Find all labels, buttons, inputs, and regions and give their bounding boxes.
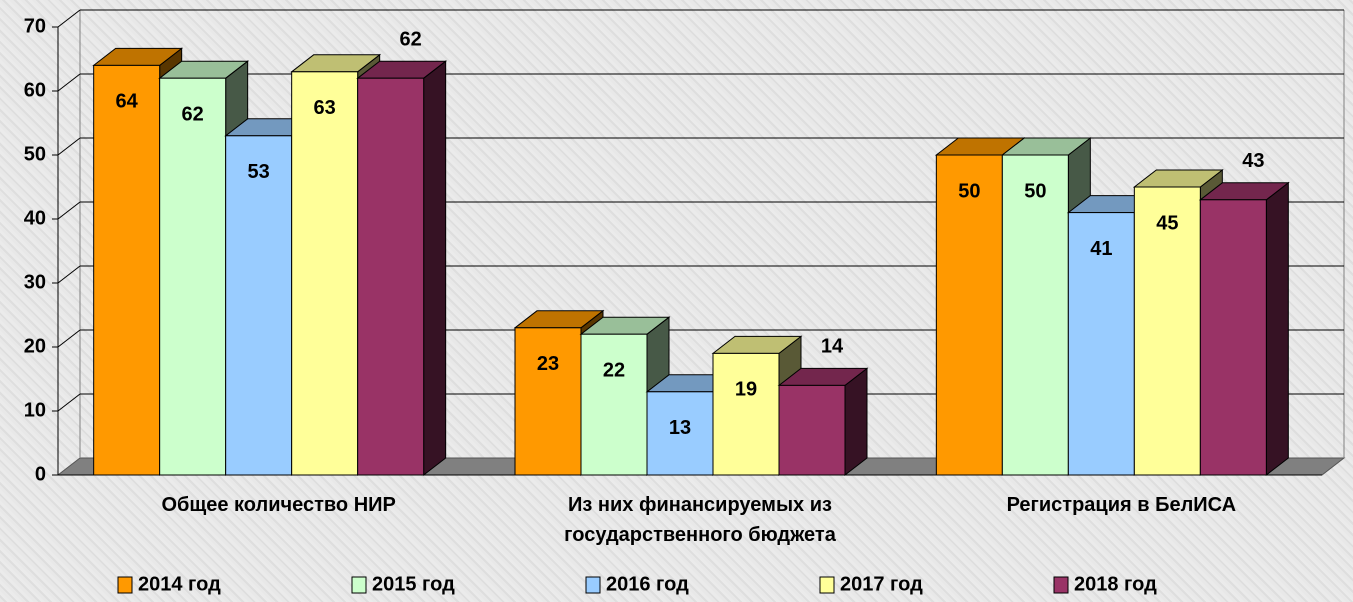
bar-side (423, 60, 447, 477)
grid-line (57, 329, 81, 348)
y-tick-label: 70 (24, 15, 46, 37)
grid-line (57, 265, 81, 284)
y-tick-label: 20 (24, 335, 46, 357)
bar (580, 333, 648, 476)
bar (291, 71, 359, 476)
data-label: 13 (669, 417, 691, 439)
x-tick-label: Из них финансируемых из государственного… (564, 494, 836, 546)
bar (1133, 186, 1201, 476)
data-label: 22 (603, 359, 625, 381)
bar-side (844, 367, 868, 477)
legend-label: 2018 год (1074, 573, 1157, 595)
bar (712, 352, 780, 476)
data-label: 64 (116, 91, 139, 113)
bar (93, 64, 161, 476)
legend-marker (351, 576, 367, 594)
bar (159, 77, 227, 476)
legend-label: 2017 год (840, 573, 923, 595)
data-label: 63 (314, 97, 336, 119)
legend-marker (1053, 576, 1069, 594)
grid-line (57, 201, 81, 220)
data-label: 50 (958, 180, 980, 202)
data-label: 23 (537, 353, 559, 375)
grid-line (57, 393, 81, 412)
bar (778, 384, 846, 476)
bar (1001, 154, 1069, 476)
data-label: 41 (1090, 238, 1112, 260)
grid-line (57, 73, 81, 92)
y-tick-label: 10 (24, 399, 46, 421)
bar-side (1265, 181, 1289, 477)
grid-line (57, 9, 81, 28)
bar (646, 391, 714, 476)
data-label: 62 (400, 28, 422, 50)
data-label: 53 (248, 161, 270, 183)
x-tick-label: Общее количество НИР (161, 494, 396, 516)
data-label: 50 (1024, 180, 1046, 202)
legend-label: 2015 год (372, 573, 455, 595)
data-label: 19 (735, 379, 757, 401)
data-label: 45 (1156, 212, 1178, 234)
y-tick-label: 50 (24, 143, 46, 165)
y-tick-label: 0 (35, 463, 46, 485)
data-label: 43 (1242, 150, 1264, 172)
legend-marker (819, 576, 835, 594)
bar (514, 327, 582, 476)
x-tick-label: Регистрация в БелИСА (1006, 494, 1237, 516)
data-label: 62 (182, 103, 204, 125)
y-tick-label: 60 (24, 79, 46, 101)
y-tick-label: 40 (24, 207, 46, 229)
legend-label: 2016 год (606, 573, 689, 595)
bar (935, 154, 1003, 476)
bar (225, 135, 293, 476)
bar (357, 77, 425, 476)
grid-line (57, 137, 81, 156)
y-tick-label: 30 (24, 271, 46, 293)
legend-marker (117, 576, 133, 594)
bar (1199, 199, 1267, 476)
legend-label: 2014 год (138, 573, 221, 595)
legend-marker (585, 576, 601, 594)
data-label: 14 (821, 336, 844, 358)
